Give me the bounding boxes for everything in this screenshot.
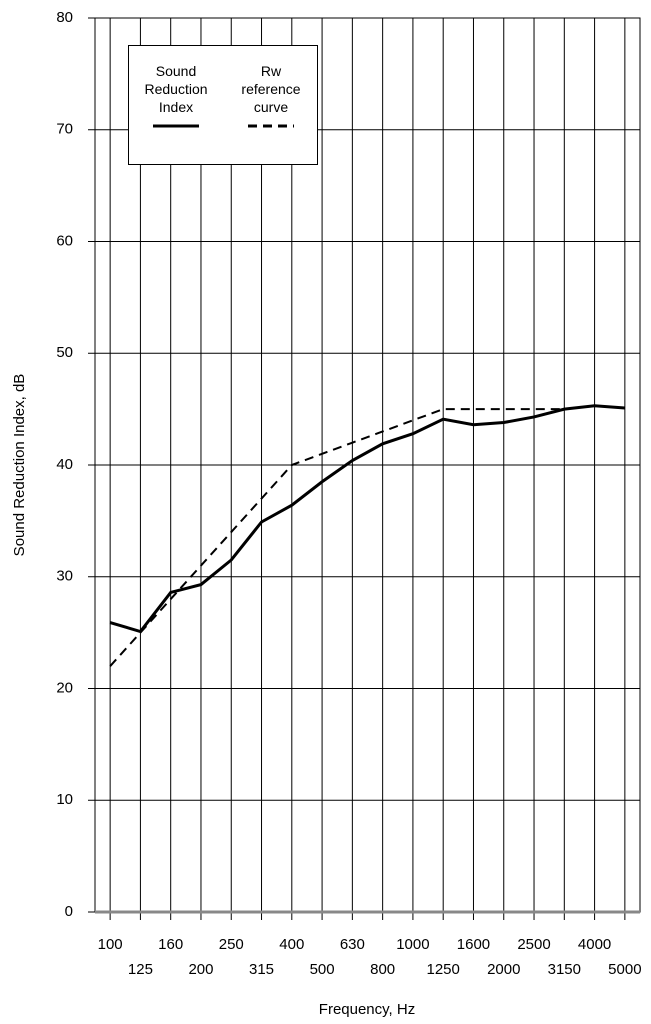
x-axis-title: Frequency, Hz — [319, 1001, 415, 1018]
y-tick-label: 70 — [56, 121, 73, 138]
x-tick-label: 2500 — [517, 936, 550, 953]
legend-swatch — [153, 124, 199, 128]
y-tick-label: 60 — [56, 232, 73, 249]
x-tick-label: 1000 — [396, 936, 429, 953]
x-tick-label: 1600 — [457, 936, 490, 953]
x-tick-label: 4000 — [578, 936, 611, 953]
legend: Sound Reduction Index Rw reference curve — [128, 45, 318, 165]
x-tick-label: 630 — [340, 936, 365, 953]
x-tick-label: 100 — [98, 936, 123, 953]
legend-entry: Sound Reduction Index — [131, 62, 221, 132]
x-tick-label: 1250 — [427, 961, 460, 978]
legend-swatch — [248, 124, 294, 128]
x-tick-label: 2000 — [487, 961, 520, 978]
x-tick-label: 315 — [249, 961, 274, 978]
series-line — [109, 408, 565, 667]
x-tick-label: 800 — [370, 961, 395, 978]
x-tick-label: 3150 — [548, 961, 581, 978]
x-tick-label: 125 — [128, 961, 153, 978]
y-tick-label: 80 — [56, 9, 73, 26]
x-tick-label: 250 — [219, 936, 244, 953]
x-tick-label: 160 — [158, 936, 183, 953]
legend-label: Sound Reduction Index — [144, 63, 208, 115]
y-tick-label: 10 — [56, 791, 73, 808]
legend-label: Rw reference curve — [241, 63, 301, 115]
y-tick-label: 30 — [56, 568, 73, 585]
y-tick-label: 40 — [56, 456, 73, 473]
y-tick-label: 50 — [56, 344, 73, 361]
x-tick-label: 400 — [279, 936, 304, 953]
x-tick-label: 5000 — [608, 961, 641, 978]
legend-entry: Rw reference curve — [226, 62, 316, 132]
series-line — [109, 404, 625, 634]
y-tick-label: 0 — [65, 903, 73, 920]
x-tick-label: 200 — [188, 961, 213, 978]
y-axis-title: Sound Reduction Index, dB — [11, 374, 28, 557]
x-tick-label: 500 — [310, 961, 335, 978]
y-tick-label: 20 — [56, 679, 73, 696]
